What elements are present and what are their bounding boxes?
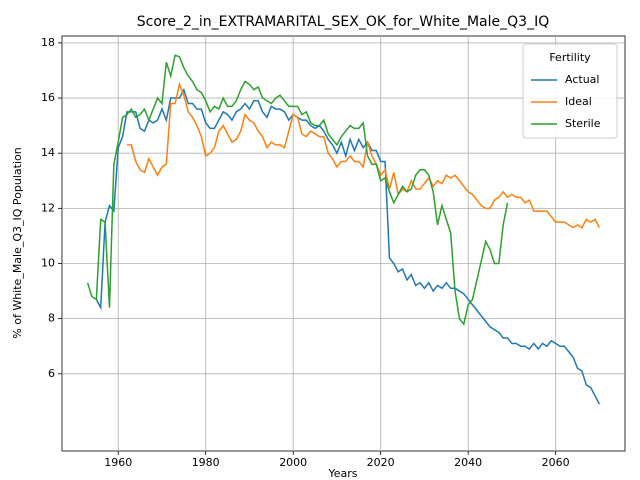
y-tick-label: 16	[41, 91, 55, 104]
legend-label: Ideal	[565, 95, 592, 108]
x-tick-label: 1960	[104, 456, 132, 469]
legend-title: Fertility	[549, 51, 591, 64]
legend-label: Actual	[565, 73, 599, 86]
line-series	[95, 87, 601, 405]
y-tick-label: 6	[48, 367, 55, 380]
x-tick-label: 2060	[542, 456, 570, 469]
chart-title: Score_2_in_EXTRAMARITAL_SEX_OK_for_White…	[137, 14, 549, 30]
legend-box	[522, 43, 618, 139]
line-series	[86, 54, 509, 326]
plot-frame	[61, 35, 626, 452]
y-tick-label: 10	[41, 256, 55, 269]
x-tick-label: 2040	[454, 456, 482, 469]
y-axis-label: % of White_Male_Q3_IQ Population	[11, 147, 24, 338]
legend-label: Sterile	[565, 117, 601, 130]
x-tick-label: 2000	[279, 456, 307, 469]
y-tick-label: 12	[41, 201, 55, 214]
x-tick-label: 2020	[367, 456, 395, 469]
y-tick-label: 18	[41, 36, 55, 49]
x-axis-label: Years	[327, 467, 357, 480]
x-tick-label: 1980	[192, 456, 220, 469]
y-tick-label: 8	[48, 312, 55, 325]
line-series	[126, 81, 601, 229]
y-tick-label: 14	[41, 146, 55, 159]
